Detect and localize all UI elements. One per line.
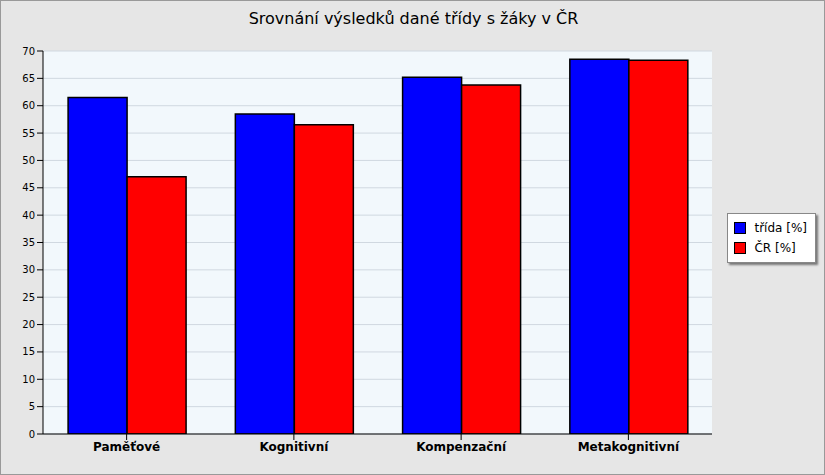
svg-text:Metakognitivní: Metakognitivní xyxy=(578,440,680,454)
svg-text:Kompenzační: Kompenzační xyxy=(416,440,507,454)
svg-text:45: 45 xyxy=(22,182,35,193)
svg-text:0: 0 xyxy=(29,429,35,440)
svg-text:60: 60 xyxy=(22,100,35,111)
svg-text:15: 15 xyxy=(22,346,35,357)
svg-text:20: 20 xyxy=(22,319,35,330)
svg-text:10: 10 xyxy=(22,374,35,385)
svg-text:25: 25 xyxy=(22,292,35,303)
svg-text:70: 70 xyxy=(22,46,35,57)
html-text:třída [%]: třída [%] xyxy=(754,221,807,235)
html-text:ČR [%]: ČR [%] xyxy=(754,241,796,255)
svg-text:Paměťové: Paměťové xyxy=(93,440,160,454)
svg-text:35: 35 xyxy=(22,237,35,248)
svg-text:5: 5 xyxy=(29,401,35,412)
svg-text:55: 55 xyxy=(22,128,35,139)
svg-text:65: 65 xyxy=(22,73,35,84)
svg-text:50: 50 xyxy=(22,155,35,166)
svg-text:40: 40 xyxy=(22,210,35,221)
svg-text:30: 30 xyxy=(22,264,35,275)
svg-text:Kognitivní: Kognitivní xyxy=(259,440,329,454)
html-text:Srovnání výsledků dané třídy s: Srovnání výsledků dané třídy s žáky v ČR xyxy=(248,9,579,28)
